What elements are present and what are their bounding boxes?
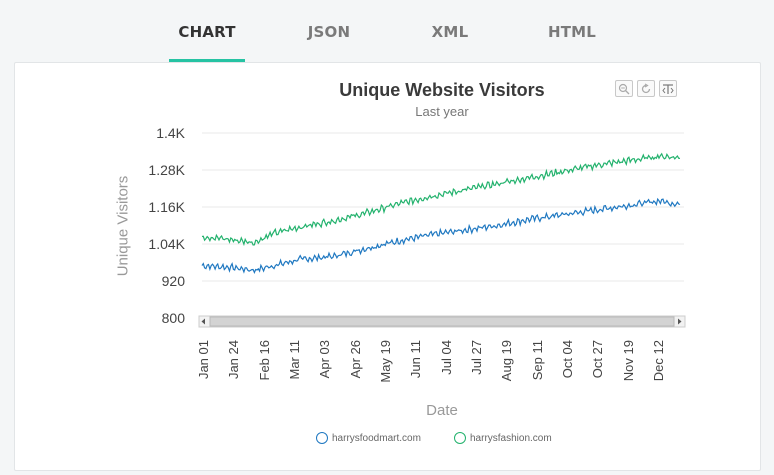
y-tick-label: 1.28K	[148, 162, 185, 178]
scroll-left-arrow-icon[interactable]	[201, 318, 206, 325]
x-tick-label: Jun 11	[408, 340, 424, 379]
legend-label: harrysfoodmart.com	[332, 432, 421, 444]
x-tick-label: Jan 01	[196, 340, 211, 380]
pin-icon	[662, 83, 674, 94]
x-tick-label: Jul 04	[438, 340, 454, 375]
x-tick-label: Dec 12	[651, 340, 666, 382]
x-tick-label: Aug 19	[499, 340, 515, 382]
y-tick-label: 920	[161, 273, 185, 289]
y-tick-label: 1.04K	[148, 236, 185, 252]
x-tick-label: Oct 04	[560, 340, 575, 379]
tab-bar: CHART JSON XML HTML	[0, 0, 774, 62]
x-tick-label: Oct 27	[590, 340, 606, 379]
x-tick-label: Sep 11	[529, 340, 545, 381]
legend-circle-icon	[316, 432, 328, 444]
tab-chart[interactable]: CHART	[169, 0, 245, 62]
series-line-harrysfashion[interactable]	[201, 152, 681, 247]
reset-zoom-icon	[641, 82, 651, 93]
legend-item-harrysfashion[interactable]: harrysfashion.com	[454, 432, 552, 444]
series-line-harrysfoodmart[interactable]	[201, 197, 681, 275]
x-tick-label: Jul 27	[469, 340, 484, 375]
chart-panel	[14, 62, 761, 471]
tab-xml[interactable]: XML	[431, 23, 469, 41]
reset-zoom-button[interactable]	[637, 80, 655, 97]
x-tick-label: Mar 11	[287, 340, 302, 380]
tab-html[interactable]: HTML	[547, 23, 597, 41]
x-tick-label: Apr 26	[347, 340, 363, 379]
chart-subtitle: Last year	[415, 104, 469, 119]
chart-title: Unique Website Visitors	[339, 80, 545, 100]
zoom-out-button[interactable]	[615, 80, 633, 97]
legend-label: harrysfashion.com	[470, 432, 552, 444]
scroll-right-arrow-icon[interactable]	[678, 318, 682, 325]
x-axis-title: Date	[426, 402, 458, 419]
scrollbar-thumb[interactable]	[209, 316, 675, 327]
legend-item-harrysfoodmart[interactable]: harrysfoodmart.com	[316, 432, 421, 444]
y-tick-label: 1.4K	[156, 125, 185, 141]
zoom-out-icon	[618, 83, 630, 94]
x-tick-label: Apr 03	[317, 340, 333, 379]
navigator-scrollbar[interactable]	[198, 315, 686, 328]
x-tick-label: May 19	[378, 340, 393, 383]
y-tick-label: 800	[161, 310, 185, 326]
x-tick-label: Jan 24	[226, 340, 242, 380]
tab-json[interactable]: JSON	[307, 23, 351, 41]
x-tick-label: Nov 19	[620, 340, 636, 382]
legend-circle-icon	[454, 432, 466, 444]
pin-button[interactable]	[659, 80, 677, 97]
y-tick-label: 1.16K	[148, 199, 185, 215]
x-tick-label: Feb 16	[256, 340, 272, 381]
